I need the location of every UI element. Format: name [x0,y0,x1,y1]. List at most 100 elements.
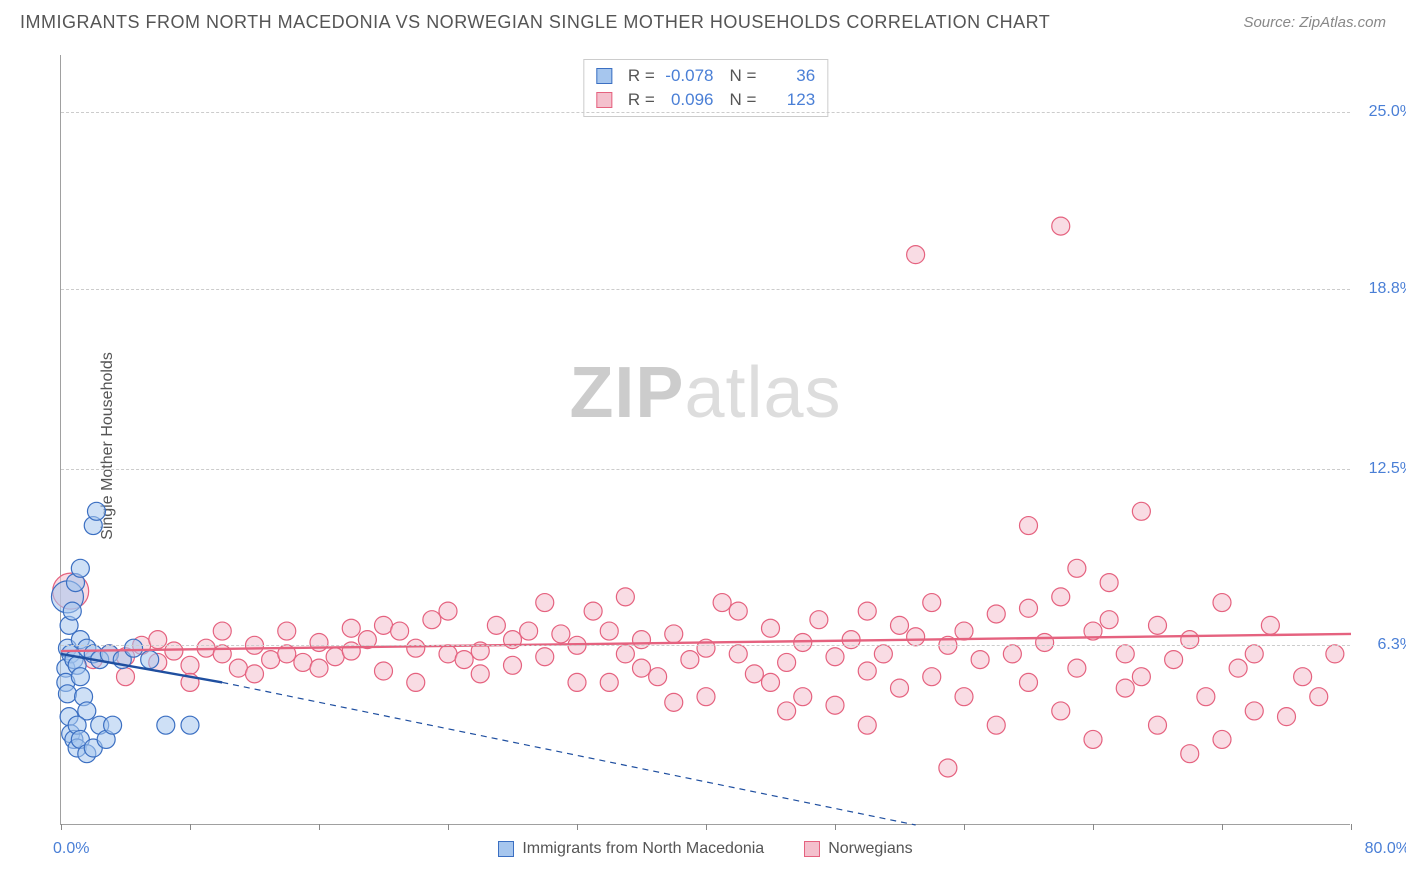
scatter-point [1261,616,1279,634]
scatter-point [1181,745,1199,763]
plot-area: ZIPatlas R = -0.078 N = 36 R = 0.096 N =… [60,55,1350,825]
gridline [61,289,1350,290]
scatter-point [1100,574,1118,592]
x-tick [319,824,320,830]
scatter-point [342,619,360,637]
scatter-point [391,622,409,640]
scatter-point [1020,517,1038,535]
scatter-point [1245,702,1263,720]
scatter-point [423,611,441,629]
scatter-point [745,665,763,683]
swatch-pink-icon [596,92,612,108]
scatter-point [262,651,280,669]
x-tick [1093,824,1094,830]
gridline [61,469,1350,470]
scatter-point [229,659,247,677]
x-tick [1351,824,1352,830]
scatter-point [649,668,667,686]
scatter-point [375,616,393,634]
scatter-point [439,645,457,663]
scatter-point [1116,679,1134,697]
chart-title: IMMIGRANTS FROM NORTH MACEDONIA VS NORWE… [20,12,1050,33]
scatter-point [375,662,393,680]
scatter-point [1245,645,1263,663]
scatter-point [665,625,683,643]
x-tick [577,824,578,830]
scatter-point [1020,599,1038,617]
scatter-point [794,688,812,706]
scatter-point [907,246,925,264]
scatter-point [1052,702,1070,720]
scatter-point [181,716,199,734]
scatter-point [1149,716,1167,734]
scatter-point [858,716,876,734]
scatter-point [1068,659,1086,677]
scatter-point [907,628,925,646]
scatter-point [1052,588,1070,606]
x-max-label: 80.0% [1365,840,1406,858]
scatter-point [1310,688,1328,706]
scatter-point [600,673,618,691]
scatter-point [536,648,554,666]
scatter-point [71,559,89,577]
source-label: Source: ZipAtlas.com [1243,14,1386,31]
scatter-point [987,605,1005,623]
scatter-point [87,502,105,520]
x-tick [706,824,707,830]
scatter-point [1100,611,1118,629]
scatter-point [826,648,844,666]
y-tick-label: 12.5% [1369,460,1406,478]
scatter-point [681,651,699,669]
scatter-point [439,602,457,620]
scatter-point [58,685,76,703]
x-tick [1222,824,1223,830]
scatter-point [246,665,264,683]
scatter-point [407,673,425,691]
scatter-point [584,602,602,620]
scatter-point [729,602,747,620]
scatter-point [762,673,780,691]
scatter-point [858,662,876,680]
scatter-point [213,645,231,663]
swatch-blue-icon [596,68,612,84]
scatter-point [762,619,780,637]
scatter-point [858,602,876,620]
scatter-point [568,673,586,691]
x-tick [835,824,836,830]
scatter-point [955,688,973,706]
bottom-legend: Immigrants from North Macedonia Norwegia… [61,840,1350,858]
scatter-point [1165,651,1183,669]
scatter-point [600,622,618,640]
y-tick-label: 25.0% [1369,103,1406,121]
scatter-point [471,665,489,683]
stats-legend: R = -0.078 N = 36 R = 0.096 N = 123 [583,59,828,117]
x-tick [448,824,449,830]
scatter-point [810,611,828,629]
scatter-point [117,668,135,686]
scatter-point [213,622,231,640]
scatter-point [713,594,731,612]
scatter-point [729,645,747,663]
scatter-point [633,659,651,677]
scatter-point [1052,217,1070,235]
scatter-point [1003,645,1021,663]
scatter-point [1278,708,1296,726]
scatter-point [1084,730,1102,748]
scatter-point [891,616,909,634]
scatter-point [310,659,328,677]
legend-swatch-pink-icon [804,841,820,857]
scatter-point [697,688,715,706]
scatter-point [536,594,554,612]
x-tick [964,824,965,830]
chart-svg [61,55,1350,824]
scatter-point [157,716,175,734]
scatter-point [1116,645,1134,663]
scatter-point [939,759,957,777]
scatter-point [504,656,522,674]
scatter-point [520,622,538,640]
scatter-point [1326,645,1344,663]
scatter-point [552,625,570,643]
scatter-point [1294,668,1312,686]
scatter-point [63,602,81,620]
x-tick [61,824,62,830]
